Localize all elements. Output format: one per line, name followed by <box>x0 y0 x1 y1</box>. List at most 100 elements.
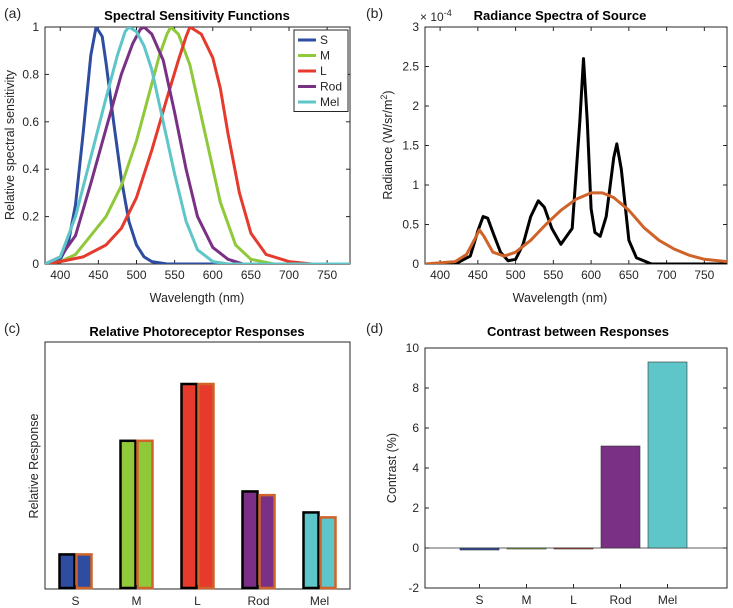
panel-c-bar-mel-reference <box>302 511 320 590</box>
panel-d-bar-m <box>506 547 547 550</box>
panel-d-bar-mel <box>647 361 688 549</box>
panel-d-xtick-label: Mel <box>658 593 677 607</box>
panel-d-ylabel: Contrast (%) <box>385 433 399 503</box>
panel-c-bar-rod-test <box>258 493 276 590</box>
panel-a-xtick-label: 600 <box>203 268 223 282</box>
panel-b-ylabel-end: ) <box>381 90 395 94</box>
panel-d-xtick-label: S <box>475 593 483 607</box>
panel-d-bar-s <box>459 547 500 551</box>
panel-b: (b) Radiance Spectra of Source Wavelengt… <box>366 5 728 305</box>
panel-b-ytick-label: 2 <box>412 99 419 113</box>
panel-b-ylabel-sup: 2 <box>379 95 389 100</box>
panel-a-xtick-label: 700 <box>279 268 299 282</box>
panel-b-xlabel: Wavelength (nm) <box>513 291 608 305</box>
panel-d-letter: (d) <box>366 320 383 336</box>
panel-b-axes-frame <box>424 26 728 265</box>
panel-a-ytick-label: 0.4 <box>22 162 39 176</box>
panel-c-letter: (c) <box>4 320 20 336</box>
panel-c: (c) Relative Photoreceptor Responses Rel… <box>4 320 351 608</box>
legend-label-rod: Rod <box>320 80 342 94</box>
panel-c-xtick-label: L <box>194 594 201 608</box>
panel-d-plot: -2 0 2 4 6 8 10 S M L Rod Mel <box>406 341 728 607</box>
panel-b-xtick-label: 400 <box>430 268 450 282</box>
panel-b-ytick-label: 0.5 <box>402 218 419 232</box>
panel-d-ytick-label: 0 <box>412 541 419 555</box>
panel-c-title: Relative Photoreceptor Responses <box>89 324 304 339</box>
panel-c-plot: S M L Rod Mel <box>44 341 351 608</box>
panel-c-xtick-label: Mel <box>310 594 329 608</box>
panel-b-series-black <box>425 57 727 264</box>
panel-d-xtick-label: Rod <box>609 593 631 607</box>
panel-b-plot: 400 450 500 550 600 650 700 750 0 0.5 1 1.5 2 2.5 3 <box>402 20 728 282</box>
panel-a: (a) Spectral Sensitivity Functions Wavel… <box>3 5 351 305</box>
panel-c-bar-l-reference <box>180 382 198 590</box>
panel-a-series-m <box>45 27 350 264</box>
panel-a-xtick-label: 550 <box>165 268 185 282</box>
panel-d-title: Contrast between Responses <box>487 324 669 339</box>
panel-a-ytick-label: 0.8 <box>22 67 39 81</box>
panel-a-ylabel: Relative spectral sensitivity <box>3 69 17 220</box>
panel-b-ytick-label: 1 <box>412 178 419 192</box>
panel-d-ytick-label: 6 <box>412 421 419 435</box>
panel-a-plot: 400 450 500 550 600 650 700 750 0 0.2 0.4 0.6 0.8 1 <box>22 20 351 282</box>
panel-d-ytick-label: 8 <box>412 381 419 395</box>
panel-b-exponent-base: × 10 <box>420 10 444 24</box>
panel-d-xtick-label: M <box>522 593 532 607</box>
panel-b-xtick-label: 500 <box>506 268 526 282</box>
panel-a-xtick-label: 450 <box>88 268 108 282</box>
panel-b-ytick-label: 1.5 <box>402 139 419 153</box>
panel-d-bar-rod <box>600 445 641 549</box>
panel-c-ylabel: Relative Response <box>27 413 41 518</box>
panel-c-bar-m-reference <box>119 439 137 590</box>
panel-b-xtick-label: 700 <box>657 268 677 282</box>
panel-b-xtick-label: 650 <box>619 268 639 282</box>
legend-label-l: L <box>320 64 327 78</box>
panel-a-series-s <box>45 27 350 264</box>
panel-a-title: Spectral Sensitivity Functions <box>104 8 290 23</box>
panel-b-ytick-label: 3 <box>412 20 419 34</box>
panel-a-xlabel: Wavelength (nm) <box>150 291 245 305</box>
panel-a-ytick-label: 1 <box>32 20 39 34</box>
panel-d-xtick-label: L <box>570 593 577 607</box>
panel-b-xtick-label: 450 <box>468 268 488 282</box>
panel-b-ylabel: Radiance (W/sr/m2) <box>379 90 395 199</box>
panel-a-ytick-label: 0.6 <box>22 115 39 129</box>
panel-b-xtick-label: 550 <box>543 268 563 282</box>
panel-d-ytick-label: 4 <box>412 461 419 475</box>
panel-d-ytick-label: -2 <box>408 581 419 595</box>
panel-a-series-mel <box>45 27 350 264</box>
legend-label-s: S <box>320 33 328 47</box>
panel-c-bar-l-test <box>197 382 215 590</box>
panel-a-xtick-label: 400 <box>50 268 70 282</box>
panel-a-series-rod <box>45 27 350 264</box>
panel-c-bar-s-test <box>75 553 93 590</box>
panel-a-series-l <box>45 27 350 264</box>
legend-label-m: M <box>320 49 330 63</box>
panel-b-xtick-label: 600 <box>581 268 601 282</box>
panel-a-ytick-label: 0.2 <box>22 210 39 224</box>
panel-b-series-orange <box>425 191 727 264</box>
panel-c-bar-m-test <box>136 439 154 590</box>
panel-b-xtick-label: 750 <box>694 268 714 282</box>
panel-a-xtick-label: 750 <box>317 268 337 282</box>
panel-b-exponent-power: -4 <box>444 8 452 18</box>
panel-a-ytick-label: 0 <box>32 257 39 271</box>
panel-c-xtick-label: Rod <box>247 594 269 608</box>
panel-a-xtick-label: 650 <box>241 268 261 282</box>
panel-b-title: Radiance Spectra of Source <box>474 8 647 23</box>
legend-label-mel: Mel <box>320 95 339 109</box>
panel-d-ytick-label: 10 <box>406 341 420 355</box>
panel-b-ytick-label: 2.5 <box>402 60 419 74</box>
panel-b-ylabel-main: Radiance (W/sr/m <box>381 100 395 200</box>
panel-b-letter: (b) <box>366 5 383 21</box>
panel-d-bar-l <box>553 547 594 550</box>
panel-c-xtick-label: S <box>71 594 79 608</box>
panel-b-ytick-label: 0 <box>412 257 419 271</box>
panel-b-exponent: × 10-4 <box>420 8 452 24</box>
panel-d: (d) Contrast between Responses Contrast … <box>366 320 728 607</box>
panel-a-xtick-label: 500 <box>126 268 146 282</box>
panel-c-bar-s-reference <box>58 553 76 590</box>
panel-c-bar-mel-test <box>319 516 337 590</box>
panel-c-xtick-label: M <box>132 594 142 608</box>
